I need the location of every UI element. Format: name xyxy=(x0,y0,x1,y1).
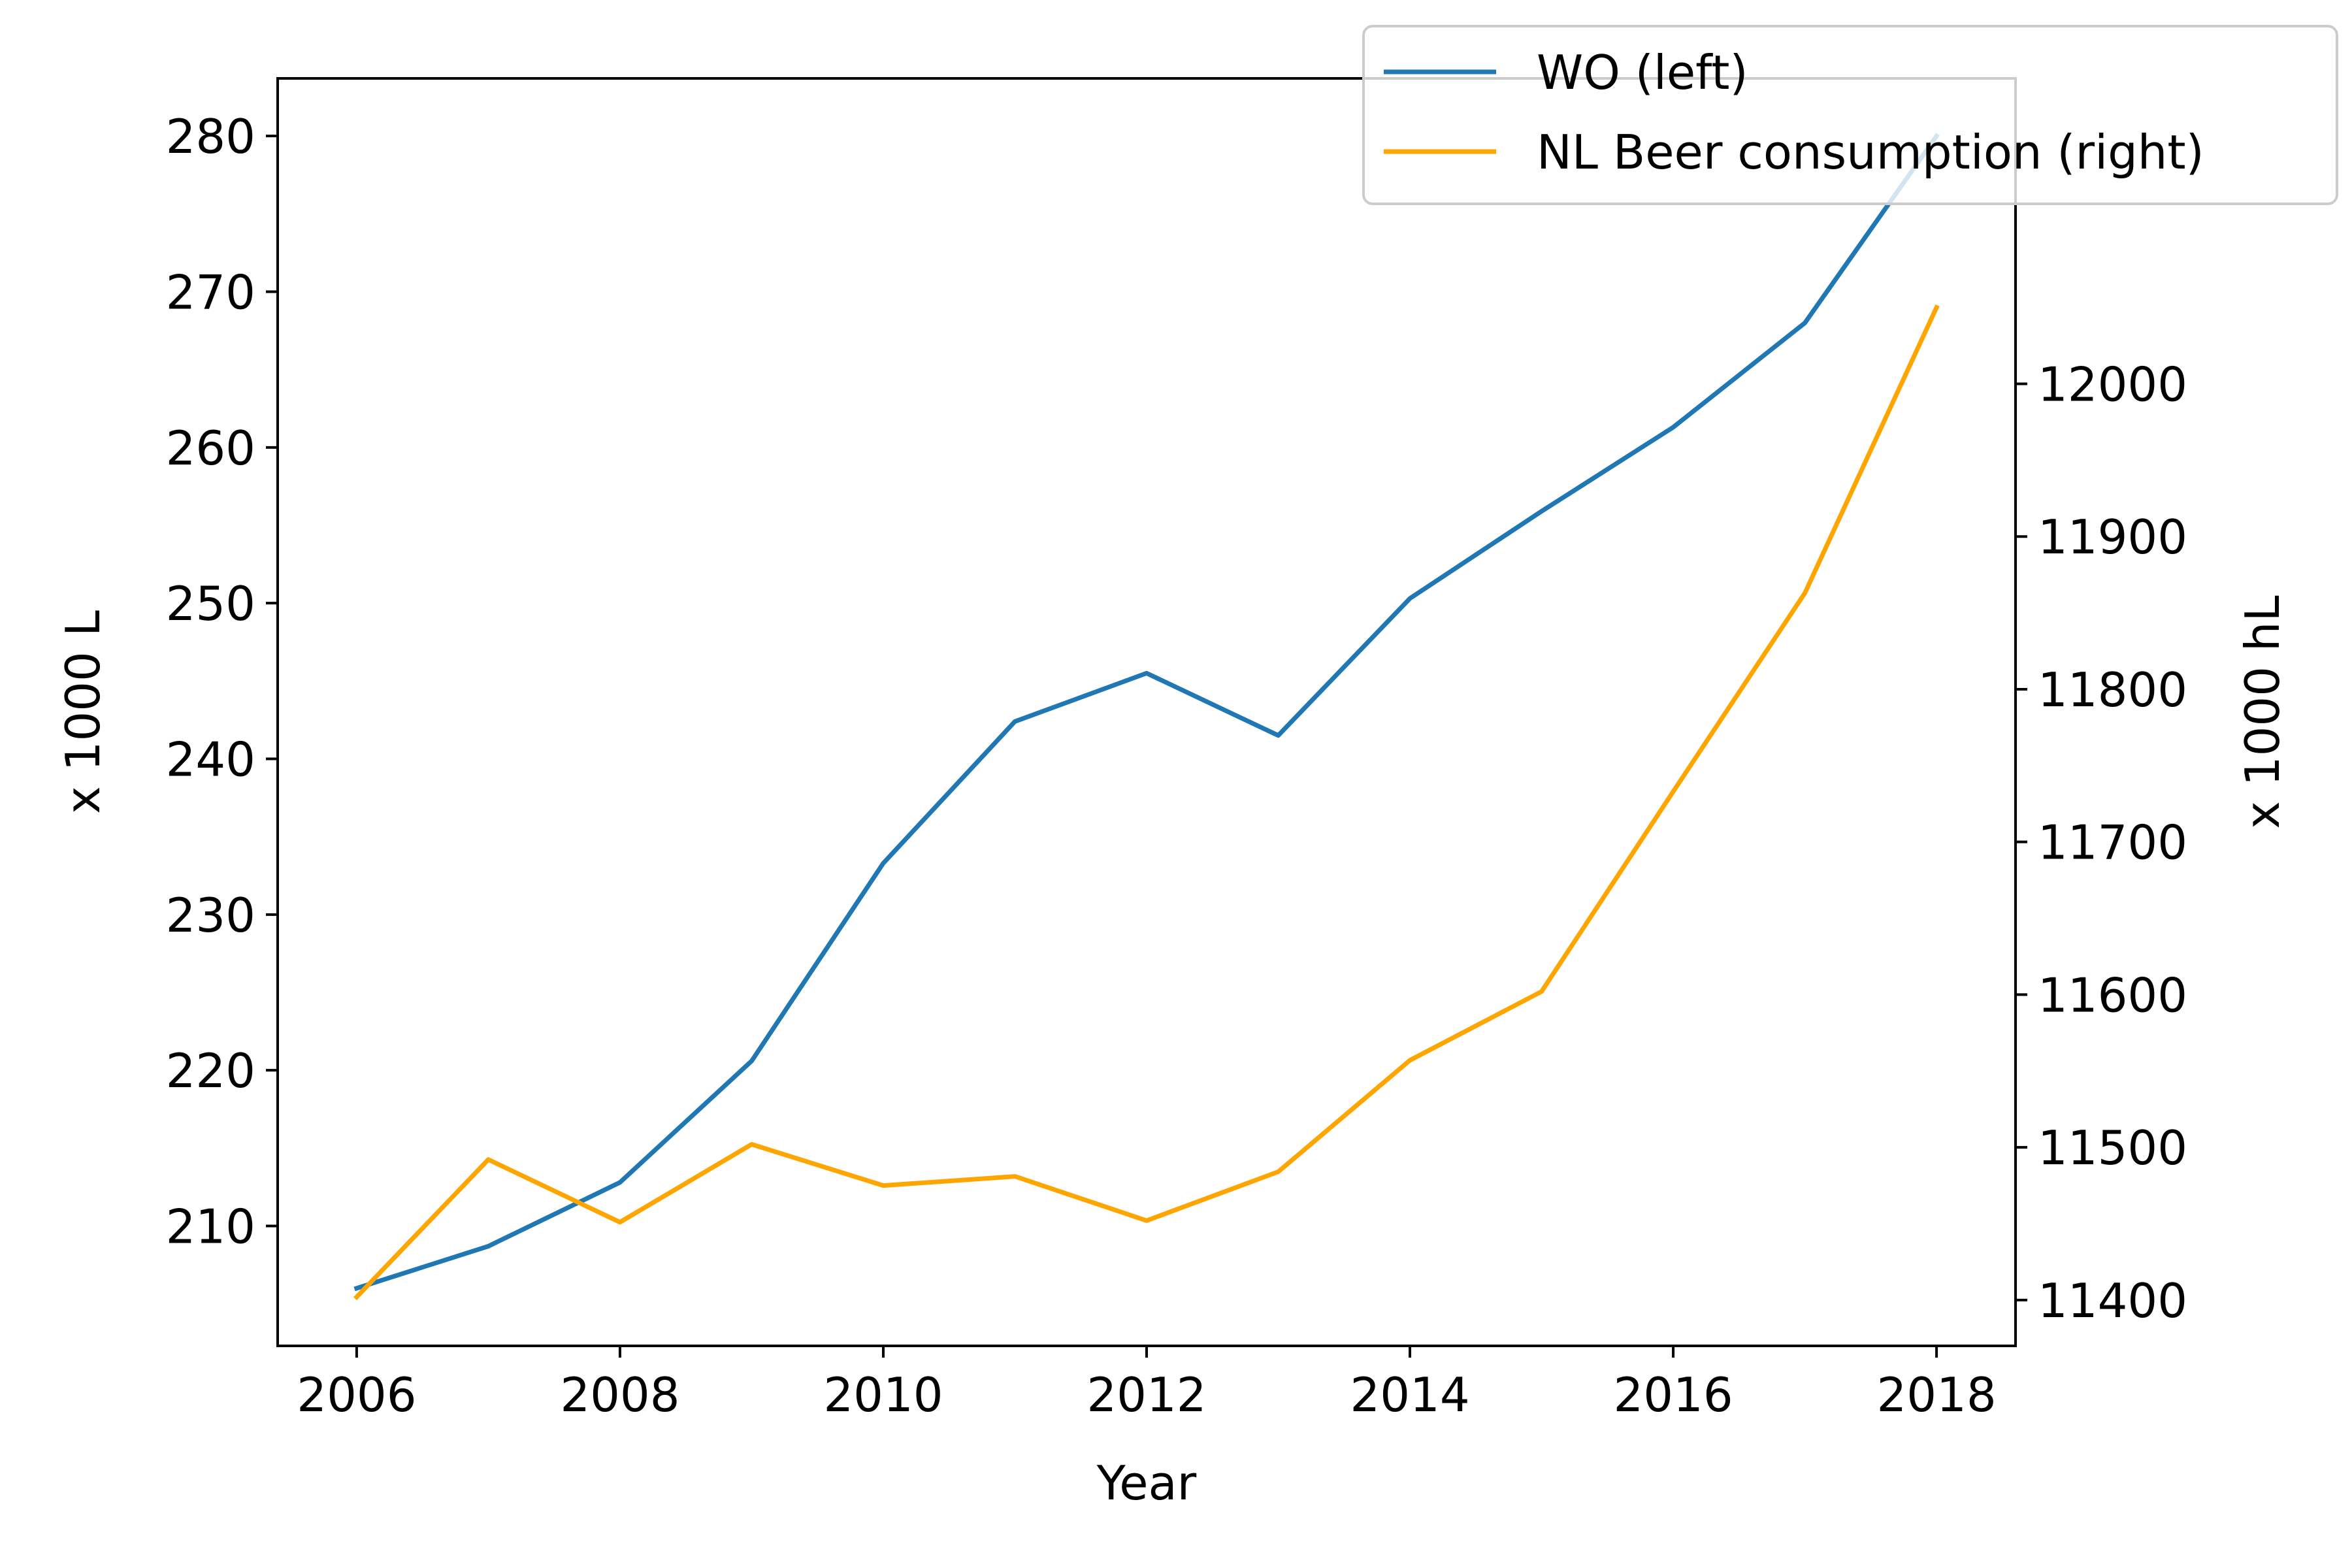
left-y-tick-label: 260 xyxy=(166,421,255,476)
right-y-tick-label: 12000 xyxy=(2038,357,2187,412)
x-tick-label: 2008 xyxy=(560,1367,679,1422)
left-y-axis-ticks: 210 220 230 240 250 260 270 280 xyxy=(166,109,278,1254)
data-point-nl-beer-consumption-2013 xyxy=(1278,1171,1279,1172)
data-point-nl-beer-consumption-2015 xyxy=(1541,991,1542,992)
left-y-tick-label: 220 xyxy=(166,1043,255,1098)
right-y-tick-label: 11400 xyxy=(2038,1273,2187,1328)
data-point-nl-beer-consumption-2018 xyxy=(1936,307,1937,308)
right-y-axis-ticks: 11400 11500 11600 11700 11800 11900 12000 xyxy=(2016,357,2187,1328)
right-y-tick-label: 11700 xyxy=(2038,815,2187,870)
left-y-tick-label: 210 xyxy=(166,1199,255,1254)
x-tick-label: 2006 xyxy=(297,1367,416,1422)
right-y-tick-label: 11500 xyxy=(2038,1120,2187,1175)
x-axis-label: Year xyxy=(1096,1456,1197,1511)
left-y-tick-label: 230 xyxy=(166,888,255,943)
left-y-tick-label: 270 xyxy=(166,265,255,320)
x-axis-ticks: 2006 2008 2010 2012 2014 2016 2018 xyxy=(297,1346,1997,1422)
data-point-nl-beer-consumption-2016 xyxy=(1673,791,1674,792)
data-point-wo-2010 xyxy=(883,862,884,864)
right-y-axis-label: x 1000 hL xyxy=(2235,595,2290,828)
x-tick-label: 2016 xyxy=(1613,1367,1733,1422)
data-point-wo-2015 xyxy=(1541,511,1542,512)
data-point-wo-2008 xyxy=(619,1182,621,1183)
x-tick-label: 2012 xyxy=(1086,1367,1206,1422)
legend: WO (left) NL Beer consumption (right) xyxy=(1362,25,2338,205)
x-tick-label: 2018 xyxy=(1876,1367,1996,1422)
right-y-tick-label: 11600 xyxy=(2038,968,2187,1022)
series-layer xyxy=(353,133,1940,1301)
left-y-tick-label: 240 xyxy=(166,732,255,787)
right-y-tick-label: 11900 xyxy=(2038,510,2187,564)
left-y-tick-label: 280 xyxy=(166,109,255,164)
data-point-wo-2009 xyxy=(751,1060,752,1062)
right-y-tick-label: 11800 xyxy=(2038,662,2187,717)
data-point-nl-beer-consumption-2007 xyxy=(487,1159,489,1160)
x-tick-label: 2014 xyxy=(1350,1367,1469,1422)
data-point-nl-beer-consumption-2009 xyxy=(751,1144,752,1145)
left-y-axis-label: x 1000 L xyxy=(56,610,110,814)
legend-label-wo: WO (left) xyxy=(1537,45,1748,100)
data-point-wo-2007 xyxy=(487,1246,489,1247)
data-point-nl-beer-consumption-2010 xyxy=(883,1185,884,1186)
data-point-nl-beer-consumption-2006 xyxy=(356,1296,357,1298)
legend-box xyxy=(1362,25,2338,205)
data-point-wo-2014 xyxy=(1409,598,1411,599)
x-tick-label: 2010 xyxy=(823,1367,943,1422)
legend-label-nl-beer-consumption: NL Beer consumption (right) xyxy=(1537,125,2204,180)
left-y-tick-label: 250 xyxy=(166,576,255,631)
data-point-wo-2013 xyxy=(1278,735,1279,736)
